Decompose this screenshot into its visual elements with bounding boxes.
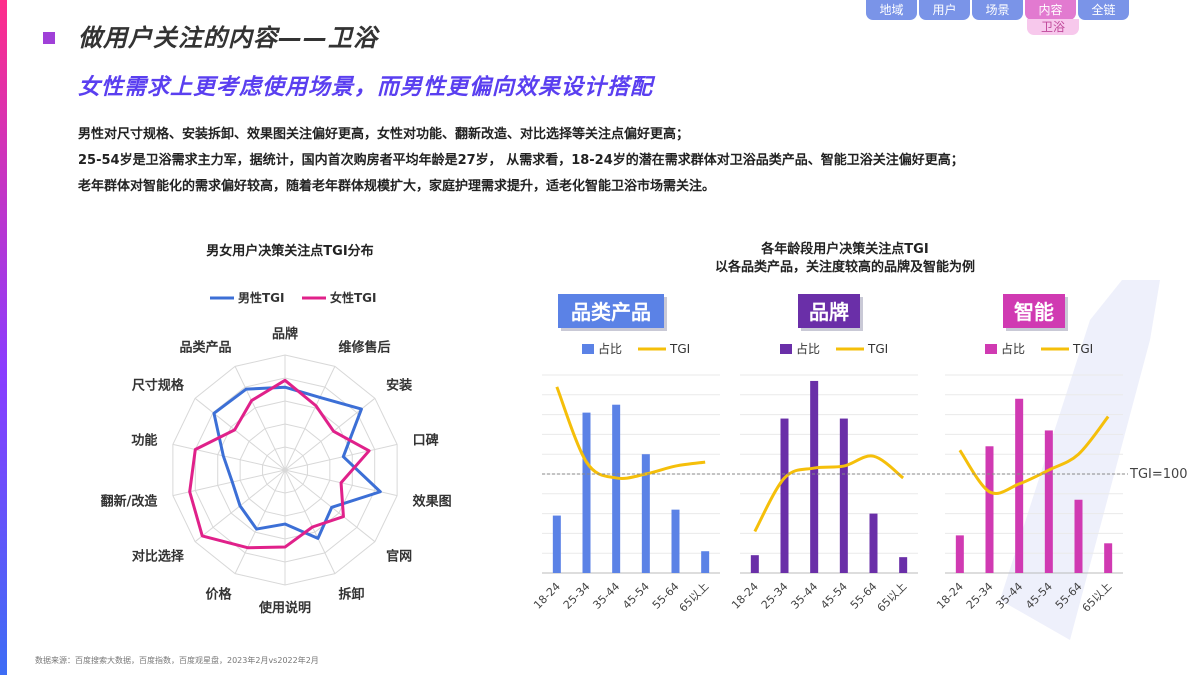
radar-legend-label: 女性TGI (330, 290, 377, 305)
legend-bar-swatch (780, 344, 792, 354)
summary-paragraphs: 男性对尺寸规格、安装拆卸、效果图关注偏好更高，女性对功能、翻新改造、对比选择等关… (78, 122, 1178, 200)
x-tick-label: 35-44 (788, 580, 820, 612)
radar-axis-label: 价格 (206, 586, 233, 602)
bar (701, 551, 710, 573)
radar-spoke (172, 443, 286, 471)
x-tick-label: 18-24 (729, 580, 761, 612)
tgi-line (753, 454, 905, 533)
bar (582, 412, 591, 573)
bar (810, 380, 819, 573)
x-tick-label: 35-44 (590, 580, 622, 612)
bar (780, 418, 789, 573)
x-tick-label: 45-54 (620, 580, 652, 612)
x-tick-label: 18-24 (531, 580, 563, 612)
x-tick-label: 25-34 (964, 580, 996, 612)
summary-line: 25-54岁是卫浴需求主力军，据统计，国内首次购房者平均年龄是27岁， 从需求看… (78, 153, 964, 168)
legend-bar-swatch (582, 344, 594, 354)
bar (869, 513, 878, 573)
bar (1104, 543, 1113, 573)
legend-line-label: TGI (1072, 342, 1093, 356)
radar-axis-label: 使用说明 (258, 600, 311, 616)
nav-subtab-bathroom[interactable]: 卫浴 (1027, 19, 1079, 35)
nav-tab-chain[interactable]: 全链 (1078, 0, 1129, 20)
title-square-icon (43, 32, 55, 44)
radar-axis-label: 安装 (386, 378, 412, 394)
radar-axis-label: 维修售后 (338, 340, 390, 356)
panel-title-badge (798, 294, 860, 328)
panel-title: 品牌 (809, 300, 849, 324)
legend-bar-label: 占比 (598, 341, 622, 356)
page-subtitle: 女性需求上更考虑使用场景，而男性更偏向效果设计搭配 (78, 75, 654, 100)
radar-spoke (284, 443, 398, 471)
radar-legend-label: 男性TGI (238, 290, 285, 305)
bar-chart-subtitle: 以各品类产品，关注度较高的品牌及智能为例 (714, 260, 975, 275)
bar (955, 535, 964, 573)
x-tick-label: 25-34 (759, 580, 791, 612)
legend-bar-label: 占比 (1001, 341, 1025, 356)
radar-series-line (188, 378, 371, 550)
legend-line-label: TGI (669, 342, 690, 356)
x-tick-label: 65以上 (677, 580, 712, 615)
panel-title-badge (1003, 294, 1065, 328)
bar (1044, 430, 1053, 573)
tgi-line (555, 386, 706, 480)
x-tick-label: 65以上 (1080, 580, 1115, 615)
radar-spoke (194, 397, 286, 471)
tgi-line (958, 415, 1110, 495)
summary-line: 老年群体对智能化的需求偏好较高，随着老年群体规模扩大，家庭护理需求提升，适老化智… (78, 179, 716, 194)
bar (641, 454, 650, 573)
section-nav: 地域 用户 场景 内容 全链 (866, 0, 1131, 20)
page-title: 做用户关注的内容——卫浴 (78, 24, 378, 52)
tgi-reference-label: TGI=100 (1129, 467, 1188, 482)
bar (1074, 499, 1083, 573)
background-decoration (1000, 280, 1160, 640)
legend-line-label: TGI (867, 342, 888, 356)
radar-axis-label: 品类产品 (180, 340, 232, 356)
bar (612, 404, 621, 573)
panel-title: 品类产品 (571, 300, 651, 324)
nav-tab-region[interactable]: 地域 (866, 0, 917, 20)
bar-chart-title: 各年龄段用户决策关注点TGI (761, 242, 929, 257)
radar-axis-label: 口碑 (413, 433, 439, 449)
summary-line: 男性对尺寸规格、安装拆卸、效果图关注偏好更高，女性对功能、翻新改造、对比选择等关… (78, 127, 690, 142)
legend-bar-swatch (985, 344, 997, 354)
radar-spoke (284, 469, 376, 543)
panel-title-badge (558, 294, 664, 328)
radar-spoke (172, 469, 286, 497)
radar-axis-label: 官网 (386, 548, 412, 564)
nav-tab-scene[interactable]: 场景 (972, 0, 1023, 20)
x-tick-label: 18-24 (934, 580, 966, 612)
radar-spoke (284, 469, 336, 574)
bar (985, 446, 994, 573)
nav-tab-content[interactable]: 内容 (1025, 0, 1076, 20)
radar-chart-title: 男女用户决策关注点TGI分布 (206, 244, 374, 259)
radar-axis-label: 对比选择 (132, 548, 185, 564)
x-tick-label: 65以上 (875, 580, 910, 615)
left-accent-bar (0, 0, 7, 675)
radar-axis-label: 品牌 (272, 326, 298, 342)
radar-axis-label: 翻新/改造 (101, 493, 159, 509)
radar-axis-label: 功能 (131, 433, 157, 449)
radar-spoke (234, 469, 286, 574)
bar (750, 555, 759, 573)
radar-axis-label: 拆卸 (338, 586, 364, 602)
x-tick-label: 45-54 (818, 580, 850, 612)
radar-spoke (234, 366, 286, 471)
nav-tab-user[interactable]: 用户 (919, 0, 970, 20)
x-tick-label: 25-34 (561, 580, 593, 612)
bar (671, 509, 680, 573)
bar (552, 515, 561, 573)
radar-axis-label: 尺寸规格 (132, 378, 185, 394)
radar-series-line (212, 385, 382, 540)
bar (899, 557, 908, 573)
panel-title: 智能 (1014, 300, 1054, 324)
bar (839, 418, 848, 573)
radar-axis-label: 效果图 (413, 493, 452, 509)
bar (1015, 398, 1024, 573)
data-source-footer: 数据来源：百度搜索大数据，百度指数，百度观星盘，2023年2月vs2022年2月 (35, 656, 319, 665)
radar-spoke (284, 366, 336, 471)
legend-bar-label: 占比 (796, 341, 820, 356)
